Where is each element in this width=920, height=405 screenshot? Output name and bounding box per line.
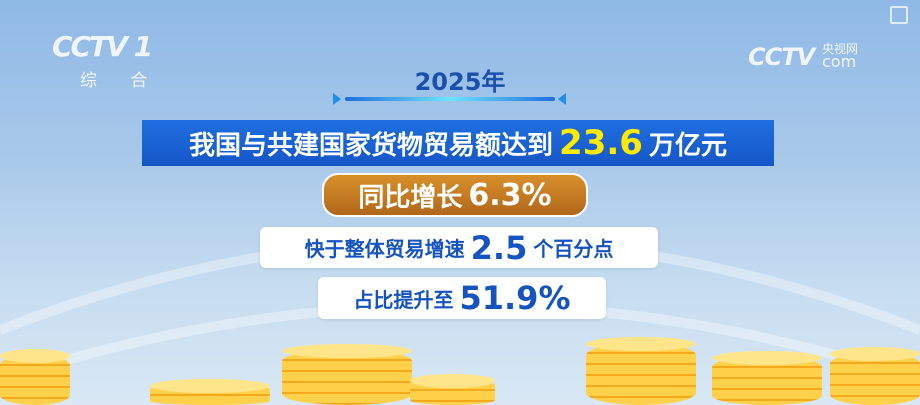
coin-stack [150,379,270,405]
year-title: 2025年 [414,68,506,96]
headline-unit: 万亿元 [648,130,727,161]
faster-label: 快于整体贸易增速 [304,237,465,261]
coin-stack [586,337,696,405]
cctv-com-logo: CCTV [748,43,815,71]
cctv1-logo: CCTV 1 [52,30,153,63]
coin-stack [830,347,920,405]
exit-fullscreen-icon[interactable] [890,6,908,24]
growth-value: 6.3% [468,177,552,213]
cctv-com-cn: 央视网 [822,42,859,56]
headline-banner: 我国与共建国家货物贸易额达到 23.6 万亿元 [142,120,774,166]
faster-box: 快于整体贸易增速 2.5 个百分点 [260,227,658,268]
arrow-left-icon [558,93,566,105]
share-label: 占比提升至 [353,287,454,312]
divider [345,97,555,101]
coin-stack [282,344,412,405]
cctv1-subtitle: 综 合 [80,71,162,91]
growth-label: 同比增长 [358,182,463,213]
headline-value: 23.6 [559,123,643,163]
growth-pill: 同比增长 6.3% [322,173,588,217]
coin-stack [712,351,822,405]
share-value: 51.9% [459,279,571,317]
headline-prefix: 我国与共建国家货物贸易额达到 [189,130,554,161]
coin-stack [410,374,495,405]
share-box: 占比提升至 51.9% [318,277,606,319]
coin-stack [0,349,70,405]
faster-value: 2.5 [470,228,528,267]
faster-unit: 个百分点 [533,237,614,261]
arrow-right-icon [333,93,341,105]
cctv-com-domain: com [822,52,857,71]
